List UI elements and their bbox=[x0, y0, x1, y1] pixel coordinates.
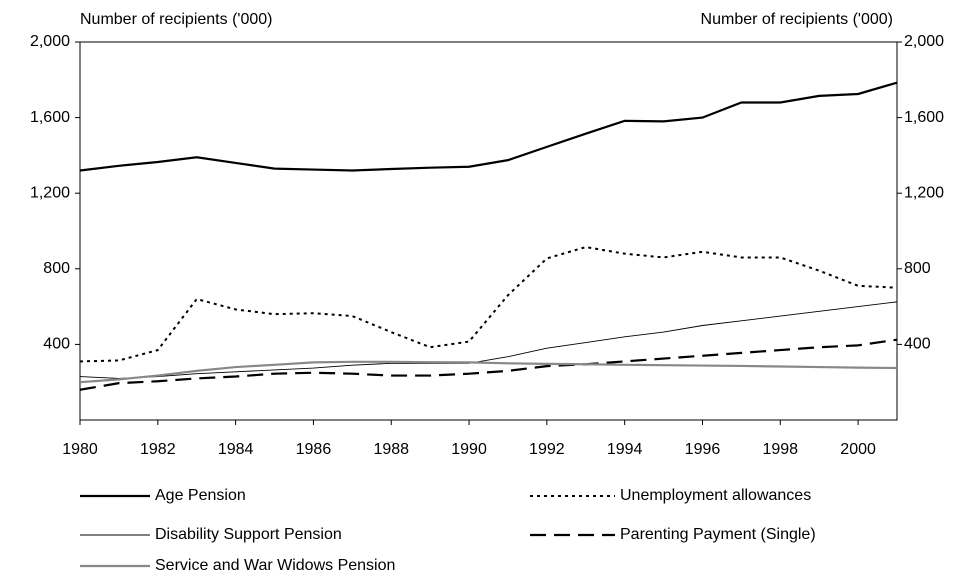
legend-label: Disability Support Pension bbox=[155, 526, 342, 543]
x-tick-label: 1990 bbox=[451, 441, 487, 458]
y2-tick-label: 800 bbox=[904, 260, 931, 277]
x-tick-label: 1996 bbox=[685, 441, 721, 458]
y2-axis-label: Number of recipients ('000) bbox=[701, 11, 893, 28]
legend-label: Unemployment allowances bbox=[620, 487, 811, 504]
y-tick-label: 400 bbox=[43, 336, 70, 353]
series-line bbox=[79, 246, 898, 363]
series-line bbox=[79, 81, 898, 172]
legend-label: Age Pension bbox=[155, 487, 246, 504]
x-tick-label: 1984 bbox=[218, 441, 254, 458]
x-tick-label: 1986 bbox=[296, 441, 332, 458]
y-tick-label: 1,600 bbox=[30, 109, 70, 126]
series-line bbox=[79, 360, 898, 384]
y-tick-label: 2,000 bbox=[30, 33, 70, 50]
plot-frame bbox=[79, 41, 898, 421]
series-line bbox=[79, 301, 898, 379]
y2-tick-label: 2,000 bbox=[904, 33, 944, 50]
x-tick-label: 1998 bbox=[762, 441, 798, 458]
x-tick-label: 1992 bbox=[529, 441, 565, 458]
legend-label: Parenting Payment (Single) bbox=[620, 526, 816, 543]
x-tick-label: 2000 bbox=[840, 441, 876, 458]
x-tick-label: 1980 bbox=[62, 441, 98, 458]
y-tick-label: 1,200 bbox=[30, 184, 70, 201]
y2-tick-label: 1,200 bbox=[904, 184, 944, 201]
x-tick-label: 1988 bbox=[373, 441, 409, 458]
y2-tick-label: 400 bbox=[904, 336, 931, 353]
legend-label: Service and War Widows Pension bbox=[155, 557, 395, 574]
y-axis-label: Number of recipients ('000) bbox=[80, 11, 272, 28]
series-line bbox=[79, 338, 898, 391]
x-tick-label: 1994 bbox=[607, 441, 643, 458]
y-tick-label: 800 bbox=[43, 260, 70, 277]
y2-tick-label: 1,600 bbox=[904, 109, 944, 126]
x-tick-label: 1982 bbox=[140, 441, 176, 458]
